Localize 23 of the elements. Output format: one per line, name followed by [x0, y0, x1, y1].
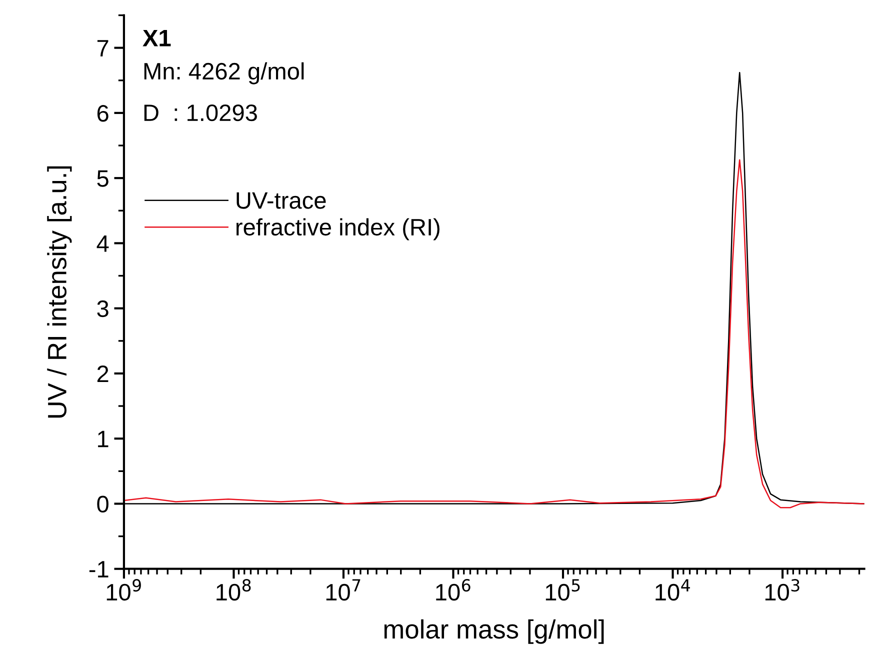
x-tick-label: 10$^{7}$ [326, 579, 360, 601]
x-tick-label: 10$^{9}$ [106, 579, 141, 601]
chart-title: X1 [142, 30, 171, 46]
y-tick-label: 3 [97, 300, 108, 318]
x-tick-label: 10$^{8}$ [216, 579, 251, 601]
x-axis-title: molar mass [g/mol] [384, 619, 604, 644]
x-tick-label: 10$^{3}$ [765, 579, 800, 601]
y-tick-label: 4 [96, 236, 109, 252]
x-tick-label: 10$^{4}$ [656, 579, 690, 601]
y-tick-label: 6 [97, 105, 108, 122]
y-tick-label: 2 [97, 366, 108, 382]
legend-label: UV-trace [236, 192, 326, 209]
x-tick-label: 10$^{6}$ [436, 579, 470, 601]
y-tick-label: 7 [97, 40, 108, 56]
annotation: Mn: 4262 g/mol [144, 62, 304, 84]
y-tick-label: 1 [98, 430, 108, 448]
y-tick-label: -1 [89, 561, 108, 578]
legend-label: refractive index (RI) [236, 218, 440, 240]
y-tick-label: 0 [97, 496, 108, 513]
x-tick-label: 10$^{5}$ [546, 579, 580, 601]
y-tick-label: 5 [97, 170, 108, 187]
annotation: D : 1.0293 [144, 104, 257, 122]
y-axis-title: UV / RI intensity [a.u.] [47, 166, 72, 418]
